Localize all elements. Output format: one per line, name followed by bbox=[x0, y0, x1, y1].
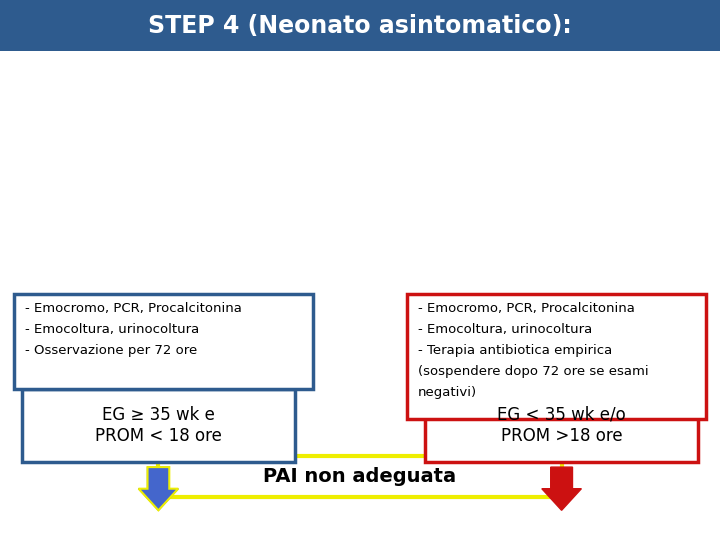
FancyBboxPatch shape bbox=[158, 456, 562, 497]
Text: PAI non adeguata: PAI non adeguata bbox=[264, 467, 456, 486]
Polygon shape bbox=[138, 467, 179, 510]
FancyBboxPatch shape bbox=[22, 389, 295, 462]
Text: STEP 4 (Neonato asintomatico):: STEP 4 (Neonato asintomatico): bbox=[148, 14, 572, 38]
FancyBboxPatch shape bbox=[0, 0, 720, 51]
Text: EG ≥ 35 wk e
PROM < 18 ore: EG ≥ 35 wk e PROM < 18 ore bbox=[95, 406, 222, 444]
FancyBboxPatch shape bbox=[407, 294, 706, 418]
Text: EG < 35 wk e/o
PROM >18 ore: EG < 35 wk e/o PROM >18 ore bbox=[498, 406, 626, 444]
FancyBboxPatch shape bbox=[425, 389, 698, 462]
Polygon shape bbox=[542, 467, 582, 510]
FancyBboxPatch shape bbox=[14, 294, 313, 389]
Text: - Emocromo, PCR, Procalcitonina
- Emocoltura, urinocoltura
- Terapia antibiotica: - Emocromo, PCR, Procalcitonina - Emocol… bbox=[418, 302, 648, 400]
Text: - Emocromo, PCR, Procalcitonina
- Emocoltura, urinocoltura
- Osservazione per 72: - Emocromo, PCR, Procalcitonina - Emocol… bbox=[25, 302, 242, 357]
